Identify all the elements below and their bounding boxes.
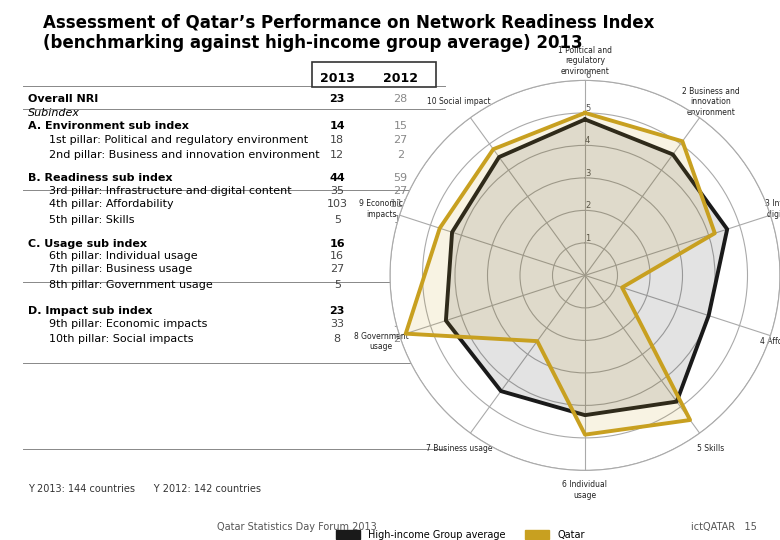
Text: 16: 16 [330,251,344,261]
Text: 16: 16 [329,239,345,249]
Text: 34: 34 [393,319,407,329]
Text: D. Impact sub index: D. Impact sub index [27,306,152,316]
Text: 3rd pillar: Infrastructure and digital content: 3rd pillar: Infrastructure and digital c… [48,186,291,195]
Text: 4th pillar: Affordability: 4th pillar: Affordability [48,199,173,209]
Text: 5: 5 [334,214,341,225]
Text: 9th pillar: Economic impacts: 9th pillar: Economic impacts [48,319,207,329]
Text: 5th pillar: Skills: 5th pillar: Skills [48,214,134,225]
Polygon shape [446,119,727,415]
Text: 15: 15 [393,121,407,131]
Text: 2012: 2012 [383,72,418,85]
Text: 28: 28 [393,94,407,104]
Text: 23: 23 [329,306,345,316]
Text: Assessment of Qatar’s Performance on Network Readiness Index
(benchmarking again: Assessment of Qatar’s Performance on Net… [43,14,654,52]
Text: 27: 27 [393,135,407,145]
Text: 25: 25 [393,239,407,249]
Text: 13: 13 [393,214,407,225]
Text: 111: 111 [390,199,411,209]
Text: 10th pillar: Social impacts: 10th pillar: Social impacts [48,334,193,345]
Text: 27: 27 [330,265,344,274]
Text: 33: 33 [330,319,344,329]
Text: 44: 44 [329,173,345,183]
Text: ictQATAR   15: ictQATAR 15 [691,522,757,532]
Text: 8th pillar: Government usage: 8th pillar: Government usage [48,280,212,290]
Text: 1st pillar: Political and regulatory environment: 1st pillar: Political and regulatory env… [48,135,308,145]
Text: 27: 27 [393,186,407,195]
Legend: High-income Group average, Qatar: High-income Group average, Qatar [332,526,588,540]
Text: 32: 32 [393,306,407,316]
Text: Y 2013: 144 countries      Y 2012: 142 countries: Y 2013: 144 countries Y 2012: 142 countr… [27,484,261,494]
Text: 6th pillar: Individual usage: 6th pillar: Individual usage [48,251,197,261]
Text: 26: 26 [393,251,407,261]
Text: C. Usage sub index: C. Usage sub index [27,239,147,249]
Text: 7th pillar: Business usage: 7th pillar: Business usage [48,265,192,274]
Bar [312,62,436,86]
Text: 2013: 2013 [320,72,355,85]
Text: 14: 14 [329,121,345,131]
Text: 2nd pillar: Business and innovation environment: 2nd pillar: Business and innovation envi… [48,150,319,160]
Text: 12: 12 [330,150,344,160]
Text: 21: 21 [393,334,407,345]
Text: Qatar Statistics Day Forum 2013: Qatar Statistics Day Forum 2013 [217,522,376,532]
Text: 5: 5 [334,280,341,290]
Text: 103: 103 [327,199,348,209]
Text: Subindex: Subindex [27,107,80,118]
Text: 18: 18 [330,135,344,145]
Text: 59: 59 [393,173,407,183]
Text: 26: 26 [393,265,407,274]
Text: B. Readiness sub index: B. Readiness sub index [27,173,172,183]
Text: 2: 2 [397,150,404,160]
Text: A. Environment sub index: A. Environment sub index [27,121,189,131]
Text: 22: 22 [393,280,407,290]
Polygon shape [406,113,714,435]
Text: Overall NRI: Overall NRI [27,94,98,104]
Text: 23: 23 [329,94,345,104]
Text: 8: 8 [334,334,341,345]
Text: 35: 35 [330,186,344,195]
